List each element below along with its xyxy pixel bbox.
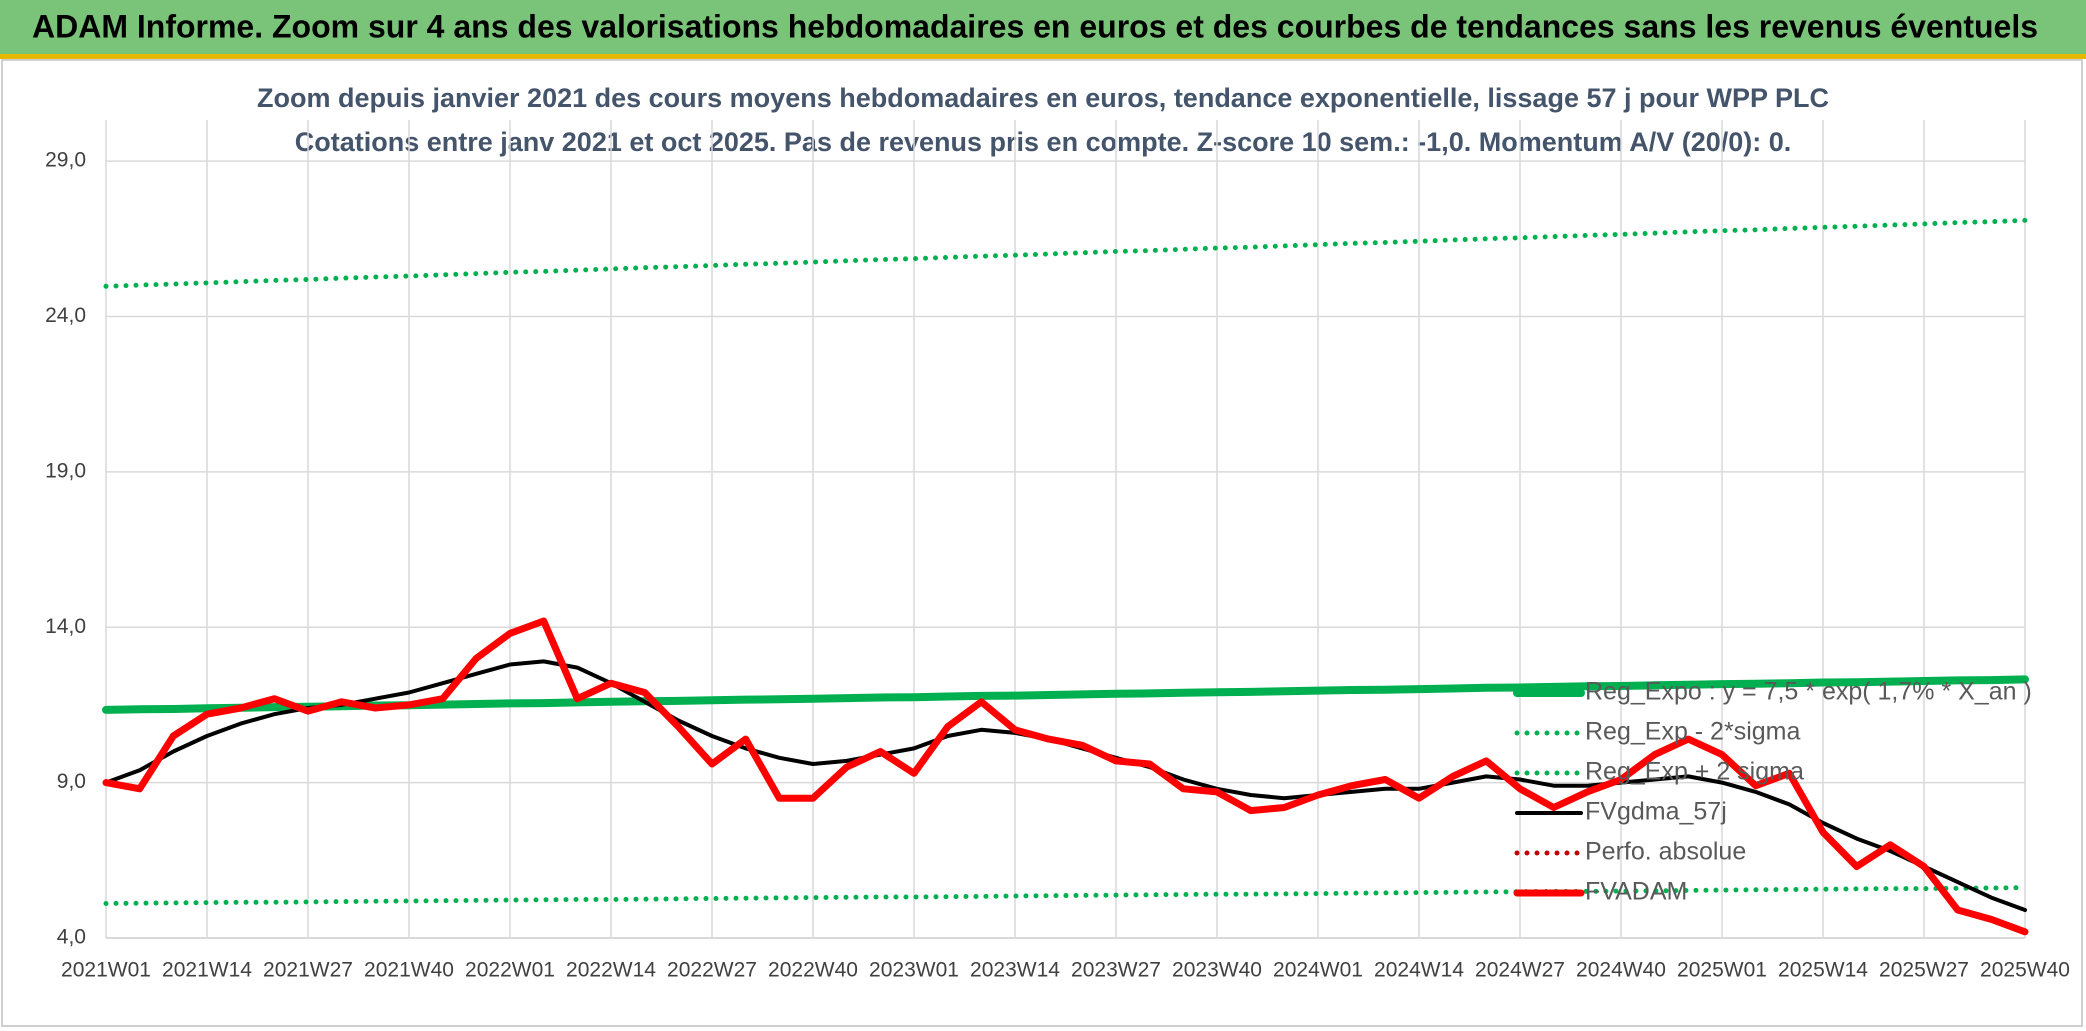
x-tick-label: 2021W01 — [61, 959, 151, 982]
chart-title: Zoom depuis janvier 2021 des cours moyen… — [257, 83, 1829, 113]
chart-frame — [1, 59, 2083, 1027]
y-tick-label: 19,0 — [45, 459, 86, 482]
x-tick-label: 2023W27 — [1071, 959, 1161, 982]
series-line — [102, 617, 2029, 936]
x-tick-label: 2025W01 — [1677, 959, 1767, 982]
x-tick-label: 2025W14 — [1778, 959, 1868, 982]
series-line — [103, 217, 2028, 289]
x-tick-label: 2024W27 — [1475, 959, 1565, 982]
header-bar — [0, 0, 2086, 54]
x-tick-label: 2022W14 — [566, 959, 656, 982]
legend-label: Perfo. absolue — [1585, 838, 1746, 866]
legend-label: Reg_Exp + 2 sigma — [1585, 758, 1804, 786]
y-tick-label: 29,0 — [45, 149, 86, 172]
x-tick-label: 2023W40 — [1172, 959, 1262, 982]
legend-label: FVgdma_57j — [1585, 798, 1727, 826]
x-tick-label: 2025W40 — [1980, 959, 2070, 982]
x-tick-label: 2024W40 — [1576, 959, 1666, 982]
x-tick-label: 2022W40 — [768, 959, 858, 982]
plot-area: 4,0 9,0 14,0 19,0 24,0 29,0 2021W01 2021W14 2021… — [45, 120, 2070, 982]
header-accent — [0, 54, 2086, 59]
y-tick-label: 14,0 — [45, 615, 86, 638]
x-tick-label: 2022W27 — [667, 959, 757, 982]
x-tick-label: 2023W14 — [970, 959, 1060, 982]
legend-label: FVADAM — [1585, 878, 1687, 906]
x-tick-label: 2025W27 — [1879, 959, 1969, 982]
x-tick-label: 2024W01 — [1273, 959, 1363, 982]
x-tick-label: 2022W01 — [465, 959, 555, 982]
y-tick-label: 24,0 — [45, 304, 86, 327]
x-tick-label: 2021W40 — [364, 959, 454, 982]
header-title: ADAM Informe. Zoom sur 4 ans des valoris… — [32, 8, 2038, 44]
chart-subtitle: Cotations entre janv 2021 et oct 2025. P… — [295, 127, 1792, 157]
y-tick-label: 4,0 — [57, 926, 86, 949]
legend-label: Reg_Exp - 2*sigma — [1585, 718, 1800, 746]
y-tick-label: 9,0 — [57, 770, 86, 793]
x-tick-label: 2024W14 — [1374, 959, 1464, 982]
x-tick-label: 2021W14 — [162, 959, 252, 982]
legend-label: Reg_Expo : y = 7,5 * exp( 1,7% * X_an ) — [1585, 678, 2032, 706]
series-line — [103, 885, 2028, 906]
x-tick-label: 2021W27 — [263, 959, 353, 982]
x-tick-label: 2023W01 — [869, 959, 959, 982]
